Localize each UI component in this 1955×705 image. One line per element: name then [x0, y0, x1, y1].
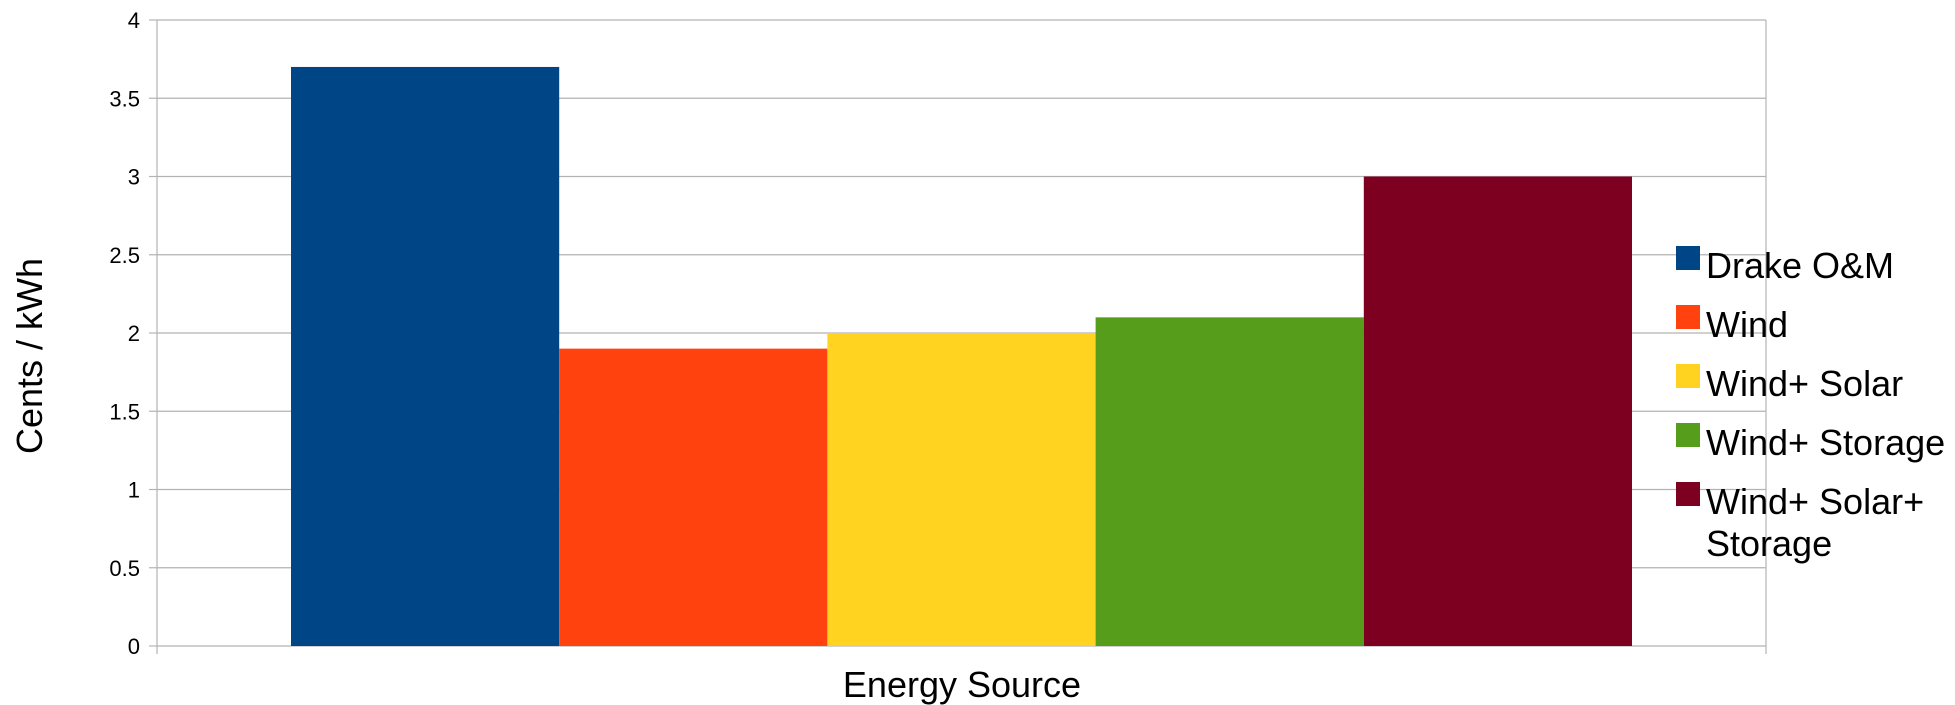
- y-tick-label: 3.5: [109, 86, 140, 111]
- bar-4: [1095, 317, 1364, 646]
- legend-swatch: [1676, 364, 1700, 388]
- legend-swatch: [1676, 423, 1700, 447]
- y-tick-label: 1: [128, 478, 140, 503]
- bars: [291, 66, 1632, 646]
- x-axis-title: Energy Source: [843, 664, 1081, 705]
- legend-swatch: [1676, 305, 1700, 329]
- legend: Drake O&M Wind Wind+ Solar Wind+ Storage Win…: [1676, 245, 1945, 564]
- y-tick-label: 0.5: [109, 556, 140, 581]
- bar-2: [559, 348, 828, 646]
- axes: [156, 20, 1767, 654]
- bar-5: [1363, 176, 1632, 646]
- legend-label: Wind+ Solar+ Storage: [1706, 481, 1924, 564]
- y-tick-label: 2.5: [109, 243, 140, 268]
- legend-label: Wind: [1706, 304, 1788, 345]
- bar-1: [291, 66, 560, 646]
- y-tick-label: 4: [128, 8, 140, 33]
- legend-swatch: [1676, 482, 1700, 506]
- legend-label: Drake O&M: [1706, 245, 1894, 286]
- y-tick-label: 3: [128, 165, 140, 190]
- y-tick-label: 0: [128, 634, 140, 659]
- y-tick-label: 2: [128, 321, 140, 346]
- y-tick-labels: 0 0.5 1 1.5 2 2.5 3 3.5 4: [109, 8, 140, 659]
- y-axis-title: Cents / kWh: [9, 258, 50, 454]
- bar-3: [827, 333, 1096, 646]
- y-tick-label: 1.5: [109, 399, 140, 424]
- legend-label: Wind+ Storage: [1706, 422, 1945, 463]
- legend-label: Wind+ Solar: [1706, 363, 1903, 404]
- legend-swatch: [1676, 246, 1700, 270]
